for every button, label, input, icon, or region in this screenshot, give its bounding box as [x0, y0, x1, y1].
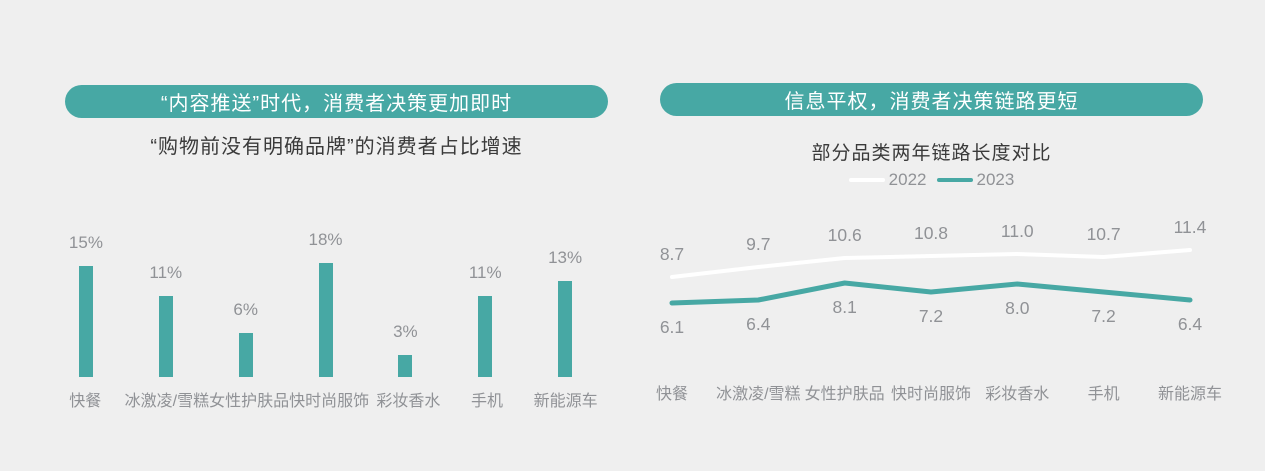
line-chart-category-axis: 快餐 冰激凌/雪糕 女性护肤品 快时尚服饰 彩妆香水 手机 新能源车: [648, 380, 1222, 403]
line-category-label: 快餐: [655, 386, 689, 403]
bar-category-text: 手机: [471, 393, 504, 410]
bar: [558, 281, 573, 377]
bar-category-text: 快时尚服饰: [289, 393, 370, 410]
bar-category-text: 女性护肤品: [209, 393, 290, 410]
bar-value-label: 11%: [149, 263, 183, 282]
left-chart-subtitle: “购物前没有明确品牌”的消费者占比增速: [150, 136, 523, 158]
legend-label-2022: 2022: [888, 170, 927, 189]
line-category-label: 冰激凌/雪糕: [716, 386, 801, 403]
line-value-label: 9.7: [746, 234, 770, 254]
bar-chart: 15% 11% 6% 18% 3% 11% 13%: [46, 230, 605, 377]
legend-item-2023: 2023: [936, 170, 1015, 190]
legend-label-2023: 2023: [976, 170, 1015, 189]
line-value-label: 6.4: [1178, 314, 1203, 334]
bar-category-label: 女性护肤品: [209, 387, 289, 411]
line-value-label: 10.7: [1087, 224, 1121, 244]
bar-category-label: 彩妆香水: [369, 387, 448, 411]
bar-column: 3%: [365, 230, 445, 377]
line-series-2023: [669, 280, 1193, 306]
line-category-label: 新能源车: [1157, 386, 1222, 403]
line-chart-legend: 2022 2023: [660, 170, 1203, 190]
line-value-label: 6.1: [660, 317, 684, 337]
bar: [158, 296, 173, 377]
left-chart-title-pill: “内容推送”时代，消费者决策更加即时: [65, 85, 608, 118]
bar-column: 15%: [46, 230, 126, 377]
bar-category-label: 冰激凌/雪糕: [125, 387, 209, 411]
line-value-label: 10.6: [828, 225, 862, 245]
bar-column: 18%: [286, 230, 366, 377]
line-value-label: 10.8: [914, 223, 948, 243]
bar-category-label: 快餐: [46, 387, 125, 411]
bar-category-text: 快餐: [69, 393, 102, 410]
legend-item-2022: 2022: [848, 170, 927, 190]
right-chart-subtitle: 部分品类两年链路长度对比: [811, 143, 1052, 164]
bar-category-text: 新能源车: [533, 393, 598, 410]
bar-value-label: 3%: [393, 322, 418, 341]
line-value-label: 8.0: [1005, 298, 1030, 318]
bar-value-label: 15%: [68, 233, 103, 252]
bar-column: 6%: [206, 230, 286, 377]
bar-column: 11%: [445, 230, 525, 377]
bar-category-text: 彩妆香水: [376, 393, 441, 410]
line-category-label: 女性护肤品: [804, 386, 885, 403]
bar-column: 11%: [126, 230, 206, 377]
line-value-label: 7.2: [1091, 306, 1115, 326]
line-chart: 8.7 9.7 10.6 10.8 11.0 10.7 11.4 6.1 6.4 8.1 7.2 8.…: [660, 217, 1207, 337]
bar: [318, 263, 333, 377]
legend-swatch-2023: [936, 178, 973, 182]
line-value-label: 11.0: [1001, 221, 1034, 241]
legend-swatch-2022: [848, 178, 885, 182]
line-value-label: 8.1: [833, 297, 857, 317]
bar-category-label: 手机: [448, 387, 527, 411]
bar-value-label: 6%: [233, 300, 258, 319]
line-category-label: 快时尚服饰: [890, 386, 971, 403]
line-value-label: 11.4: [1174, 217, 1207, 237]
bar-value-label: 18%: [308, 230, 343, 249]
line-category-label: 手机: [1087, 386, 1120, 403]
line-series-2022: [670, 248, 1192, 279]
line-value-label: 8.7: [660, 244, 684, 264]
right-chart-title-pill: 信息平权，消费者决策链路更短: [660, 83, 1203, 116]
bar-column: 13%: [525, 230, 605, 377]
bar-category-text: 冰激凌/雪糕: [124, 393, 210, 410]
bar: [398, 355, 413, 377]
bar-value-label: 13%: [548, 248, 583, 267]
line-value-label: 6.4: [746, 314, 771, 334]
bar: [478, 296, 493, 377]
bar: [238, 333, 253, 377]
bar-category-label: 快时尚服饰: [289, 387, 369, 411]
bar: [78, 266, 93, 377]
bar-chart-category-axis: 快餐 冰激凌/雪糕 女性护肤品 快时尚服饰 彩妆香水 手机 新能源车: [46, 387, 605, 411]
line-value-label: 7.2: [919, 306, 943, 326]
bar-category-label: 新能源车: [526, 387, 605, 411]
line-category-label: 彩妆香水: [985, 386, 1050, 403]
bar-value-label: 11%: [468, 263, 502, 282]
